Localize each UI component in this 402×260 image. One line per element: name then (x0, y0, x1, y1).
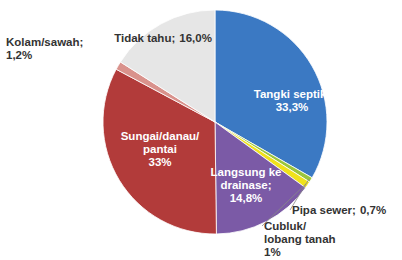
label-line: Pipa sewer; (292, 204, 356, 216)
value-label: 1% (264, 246, 281, 258)
value-label: 14,8% (230, 192, 263, 204)
label-line: drainase; (220, 179, 271, 191)
slice-label: Pipa sewer; (292, 204, 356, 216)
value-label: 1,2% (6, 49, 32, 61)
slice-label: Cubluk/lobang tanah (264, 220, 336, 245)
label-line: Cubluk/ (264, 220, 307, 232)
value-label: 33,3% (276, 101, 309, 113)
label-line: Sungai/danau/ (121, 130, 200, 142)
slice-label: Kolam/sawah; (6, 36, 83, 48)
data-labels: Tangki septik;33,3% Pipa sewer; 0,7% Cubluk… (6, 32, 386, 258)
value-label: 0,7% (360, 204, 386, 216)
pie (103, 10, 327, 234)
value-label: 16,0% (179, 32, 212, 44)
label-line: pantai (143, 143, 177, 155)
label-line: Tangki septik; (254, 88, 330, 100)
pie-slice (120, 10, 215, 122)
chart: Tangki septik;33,3% Pipa sewer; 0,7% Cubluk… (0, 0, 402, 260)
label-line: Tidak tahu; (114, 32, 175, 44)
slice-label: Langsung kedrainase; (211, 166, 282, 191)
slice-label: Tidak tahu; (114, 32, 175, 44)
label-line: Langsung ke (211, 166, 282, 178)
slice-label: Sungai/danau/pantai (121, 130, 200, 155)
slice-label: Tangki septik; (254, 88, 330, 100)
value-label: 33% (148, 156, 171, 168)
label-line: lobang tanah (264, 233, 336, 245)
label-line: Kolam/sawah; (6, 36, 83, 48)
